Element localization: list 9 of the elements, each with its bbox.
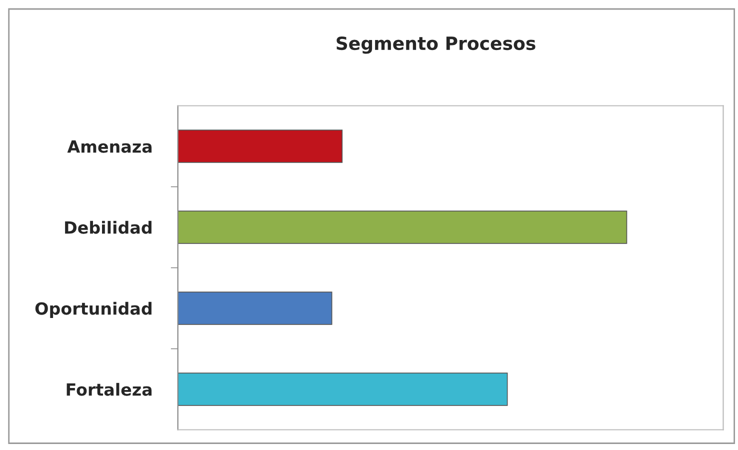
y-tick-label: Fortaleza [66, 382, 152, 396]
bar [178, 210, 628, 244]
bar [178, 292, 332, 325]
bar [178, 372, 508, 406]
chart-title: Segmento Procesos [336, 36, 536, 54]
bar [178, 130, 343, 163]
y-tick-label: Debilidad [65, 220, 152, 234]
y-tick-label: Amenaza [67, 140, 152, 153]
y-tick-label: Oportunidad [35, 302, 152, 318]
